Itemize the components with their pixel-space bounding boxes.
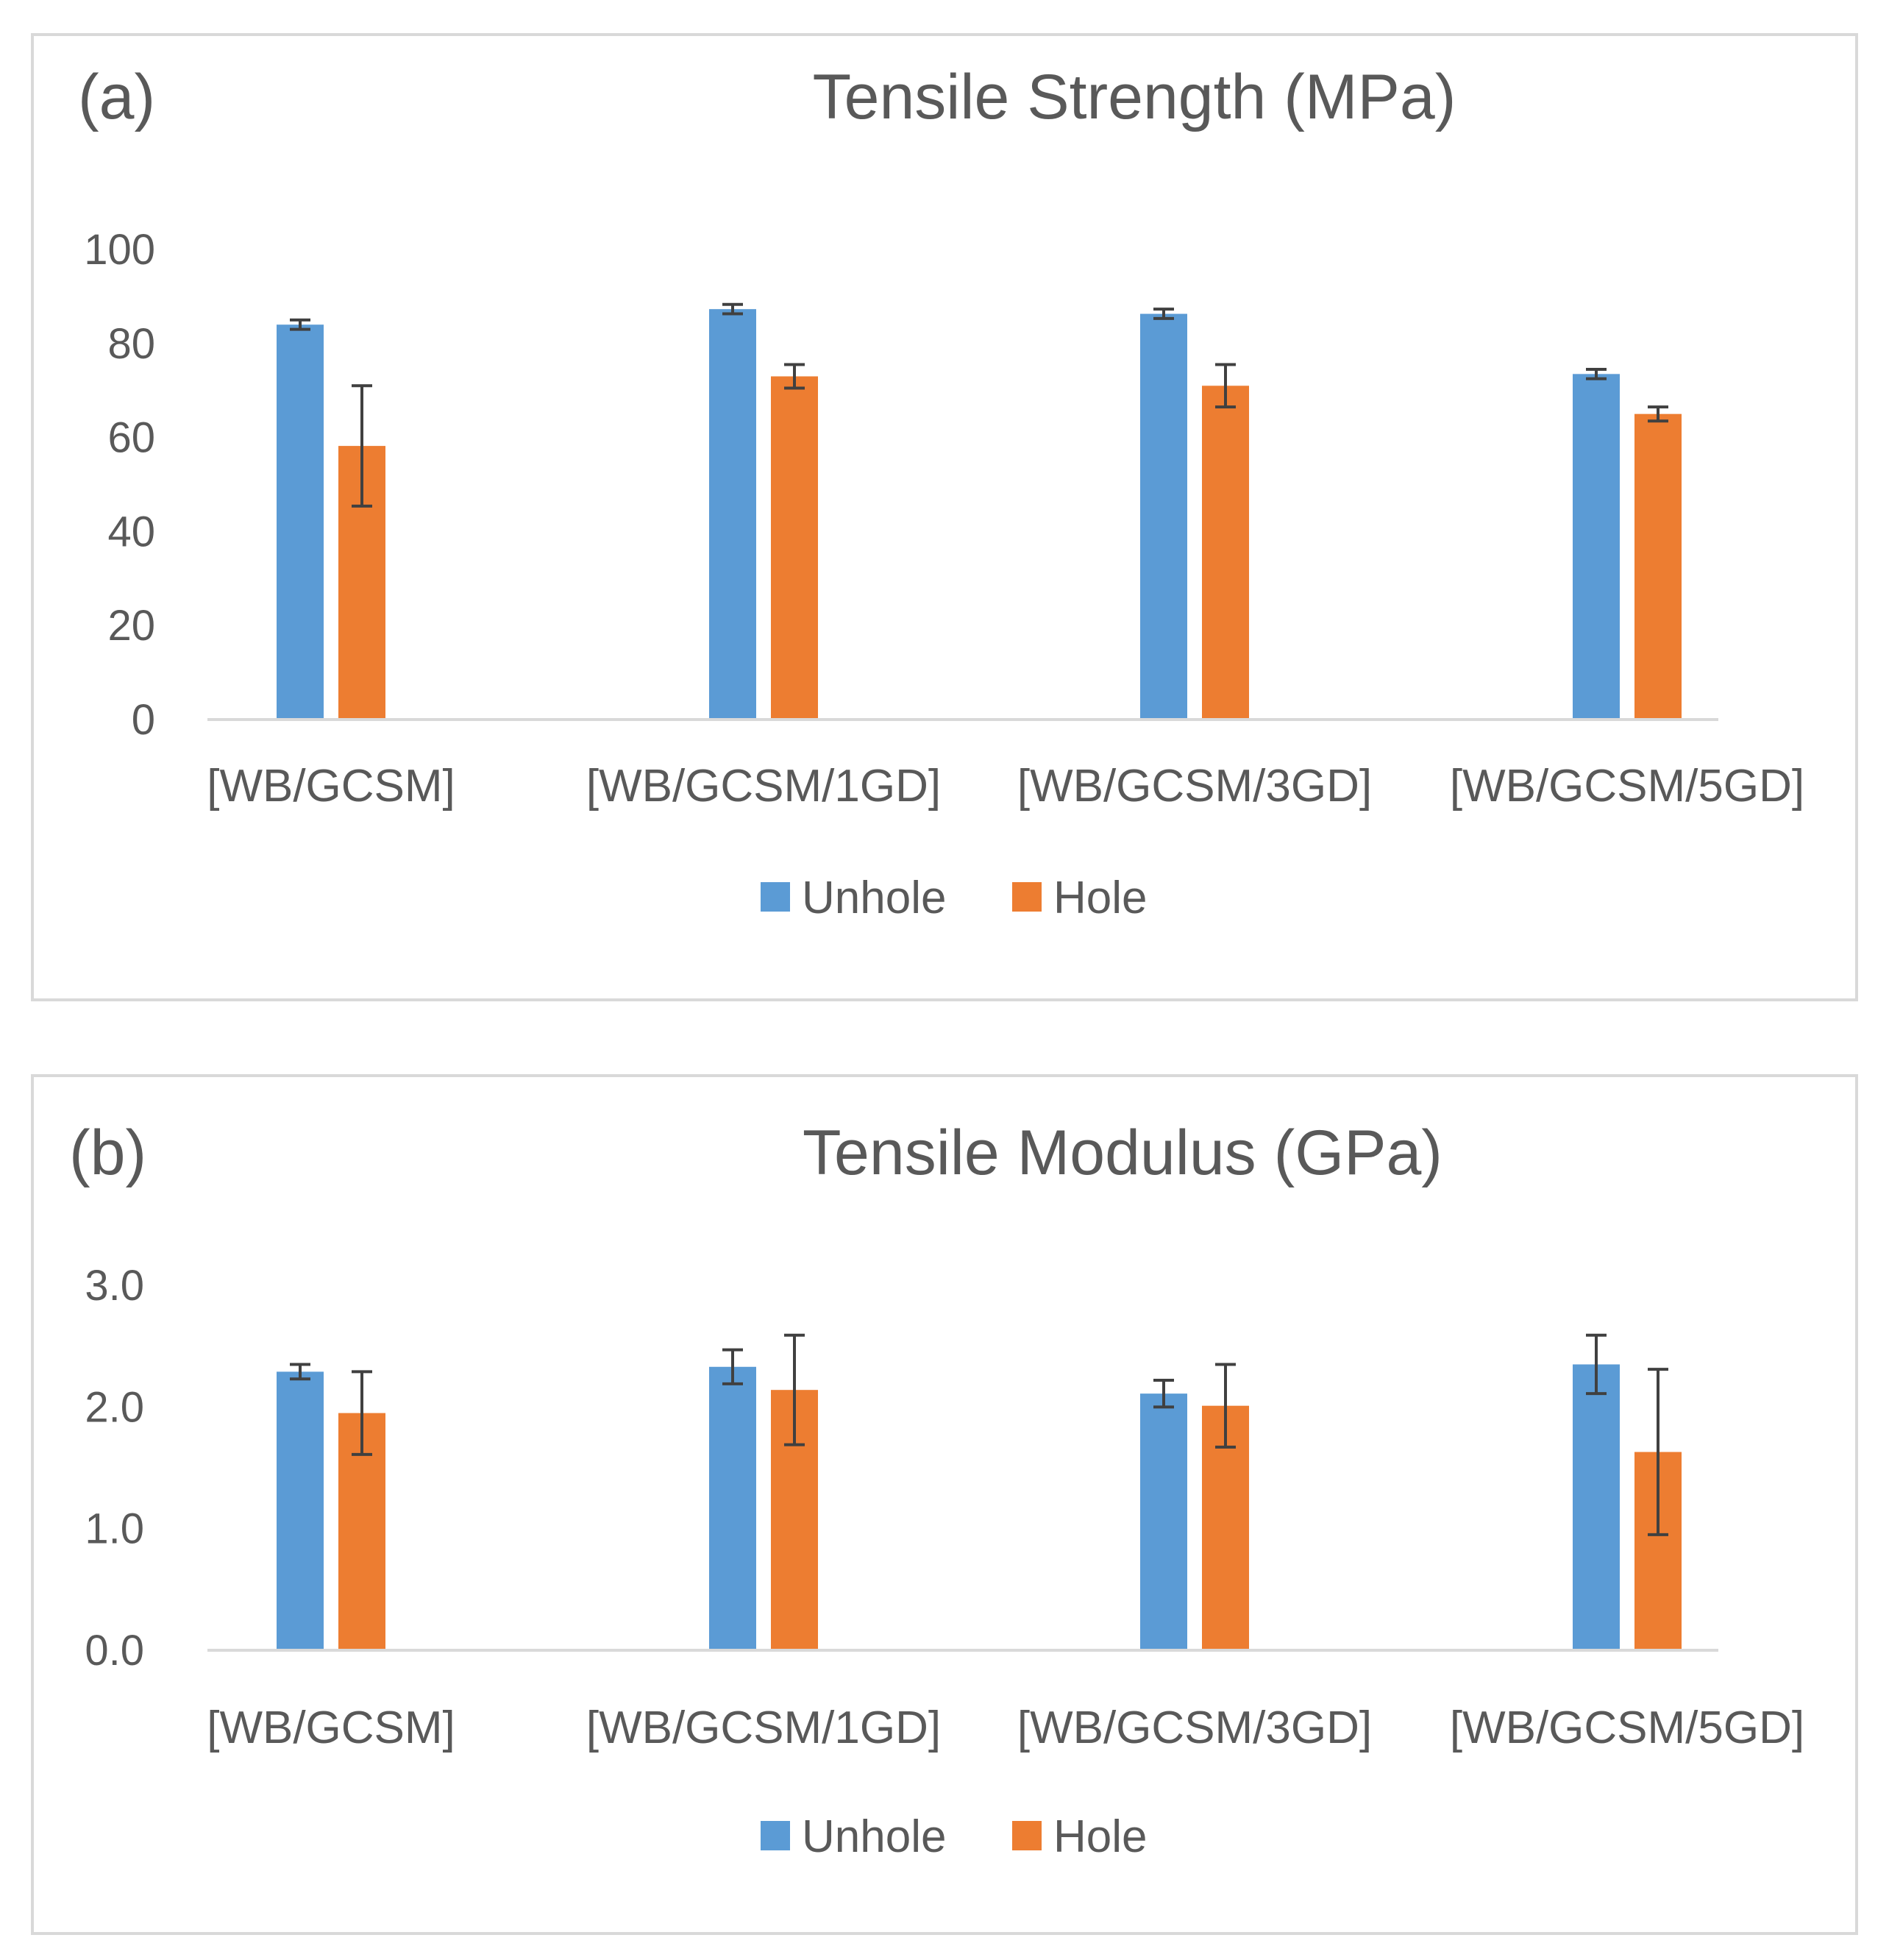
- legend-label: Hole: [1053, 873, 1148, 923]
- legend-swatch: [1012, 882, 1042, 912]
- chart-title: Tensile Strength (MPa): [813, 62, 1456, 132]
- y-tick-label: 3.0: [85, 1262, 144, 1310]
- y-tick-label: 100: [84, 226, 155, 274]
- panel-label: (a): [78, 62, 155, 132]
- bar: [277, 324, 324, 720]
- y-tick-label: 80: [107, 320, 155, 368]
- legend-label: Hole: [1053, 1811, 1148, 1862]
- chart-panel-a: (a) Tensile Strength (MPa) 0 20 40 60 80 100 [WB…: [31, 33, 1858, 1001]
- bar: [1573, 374, 1620, 720]
- chart-a-svg: (a) Tensile Strength (MPa) 0 20 40 60 80 100 [WB…: [78, 62, 1804, 923]
- bar: [1634, 413, 1682, 720]
- legend-label: Unhole: [802, 1811, 946, 1862]
- y-tick-label: 1.0: [85, 1505, 144, 1553]
- bar: [277, 1371, 324, 1650]
- x-tick-label: [WB/GCSM]: [207, 1702, 455, 1753]
- y-tick-label: 40: [107, 508, 155, 555]
- x-tick-label: [WB/GCSM/5GD]: [1450, 761, 1804, 812]
- chart-title: Tensile Modulus (GPa): [803, 1118, 1442, 1188]
- bar: [1202, 386, 1249, 720]
- chart-b-svg: (b) Tensile Modulus (GPa) 0.0 1.0 2.0 3.0 [WB/…: [69, 1118, 1804, 1862]
- bar: [709, 309, 756, 720]
- x-tick-label: [WB/GCSM/5GD]: [1450, 1702, 1804, 1753]
- x-tick-label: [WB/GCSM/1GD]: [586, 761, 941, 812]
- legend-swatch: [761, 1821, 790, 1850]
- x-tick-label: [WB/GCSM]: [207, 761, 455, 812]
- chart-panel-b: (b) Tensile Modulus (GPa) 0.0 1.0 2.0 3.0 [WB/…: [31, 1074, 1858, 1935]
- panel-label: (b): [69, 1118, 146, 1188]
- legend-swatch: [1012, 1821, 1042, 1850]
- bar: [709, 1366, 756, 1650]
- y-tick-label: 0.0: [85, 1627, 144, 1675]
- bar: [771, 376, 818, 720]
- y-tick-label: 60: [107, 414, 155, 462]
- x-tick-label: [WB/GCSM/1GD]: [586, 1702, 941, 1753]
- y-tick-label: 2.0: [85, 1383, 144, 1431]
- y-tick-label: 20: [107, 602, 155, 650]
- x-tick-label: [WB/GCSM/3GD]: [1017, 1702, 1372, 1753]
- y-tick-label: 0: [132, 696, 155, 744]
- x-tick-label: [WB/GCSM/3GD]: [1017, 761, 1372, 812]
- legend-label: Unhole: [802, 873, 946, 923]
- bar: [1140, 313, 1187, 720]
- legend-swatch: [761, 882, 790, 912]
- bar: [1140, 1393, 1187, 1650]
- bar: [1573, 1364, 1620, 1650]
